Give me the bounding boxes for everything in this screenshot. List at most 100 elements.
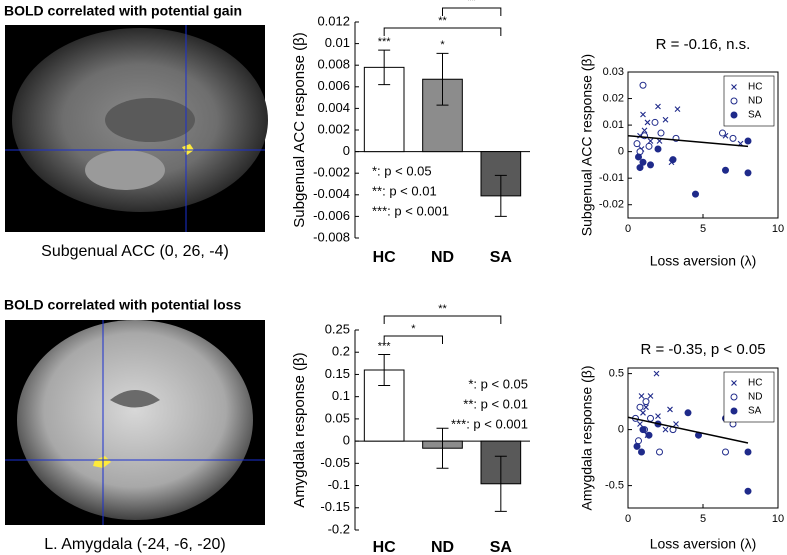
data-point <box>673 421 679 427</box>
data-point <box>722 166 729 174</box>
y-axis-label: Subgenual ACC response (β) <box>579 54 595 236</box>
data-point <box>647 138 654 144</box>
legend-marker <box>730 393 738 401</box>
data-point <box>692 190 699 198</box>
data-point <box>744 137 752 145</box>
x-axis-label: Loss aversion (λ) <box>650 536 757 552</box>
data-point <box>644 119 651 126</box>
data-point <box>684 409 692 417</box>
error-bar <box>378 353 391 387</box>
x-axis-label: Loss aversion (λ) <box>650 253 757 269</box>
brain-image <box>5 320 265 525</box>
significance-label: *** <box>378 36 392 48</box>
category-label: HC <box>373 539 397 555</box>
y-tick-label: 0 <box>343 433 350 448</box>
data-point <box>669 156 677 164</box>
category-label: ND <box>431 539 454 555</box>
legend-label: ND <box>748 96 762 107</box>
significance-note: ***: p < 0.001 <box>372 203 449 218</box>
data-point <box>640 409 646 416</box>
y-tick-label: 0.01 <box>603 119 624 131</box>
significance-bracket <box>383 335 443 344</box>
significance-note: *: p < 0.05 <box>468 376 528 391</box>
data-point <box>637 421 643 427</box>
y-tick-label: -0.5 <box>605 480 624 492</box>
y-tick-label: -0.002 <box>313 165 350 180</box>
data-point <box>636 164 644 172</box>
category-label: SA <box>490 539 513 555</box>
bar <box>363 66 405 153</box>
legend-label: ND <box>748 392 762 403</box>
y-axis-label: Amygdala response (β) <box>291 352 308 507</box>
y-tick-label: 0.03 <box>603 66 624 78</box>
section-heading: BOLD correlated with potential loss <box>4 297 241 313</box>
data-point <box>656 448 663 456</box>
significance-bracket <box>383 27 502 36</box>
data-point <box>719 129 726 137</box>
data-point <box>638 393 645 399</box>
category-label: HC <box>373 249 397 266</box>
x-tick-label: 5 <box>700 513 706 525</box>
y-tick-label: 0.5 <box>609 368 624 380</box>
legend-marker <box>731 380 737 386</box>
data-point <box>744 487 752 495</box>
data-point <box>638 448 645 456</box>
bracket-label: ** <box>438 15 447 27</box>
data-point <box>744 169 752 177</box>
data-point <box>640 111 646 118</box>
significance-note: *: p < 0.05 <box>372 163 432 178</box>
y-tick-label: 0 <box>343 143 350 158</box>
significance-note: **: p < 0.01 <box>372 183 437 198</box>
data-point <box>645 431 653 439</box>
chart-title: R = -0.35, p < 0.05 <box>640 341 765 358</box>
brain-image <box>5 25 268 232</box>
y-tick-label: 0.02 <box>603 92 624 104</box>
y-tick-label: 0.1 <box>332 388 350 403</box>
fit-line <box>627 416 749 444</box>
legend-marker <box>730 97 738 105</box>
data-point <box>655 413 661 420</box>
y-tick-label: 0.012 <box>317 13 350 28</box>
chart-title: R = -0.16, n.s. <box>656 36 751 53</box>
category-label: SA <box>490 249 513 266</box>
data-point <box>657 129 665 137</box>
data-point <box>653 370 660 377</box>
legend-label: SA <box>748 110 762 121</box>
data-point <box>645 142 653 150</box>
significance-note: ***: p < 0.001 <box>451 416 528 431</box>
data-point <box>729 134 737 142</box>
legend-marker <box>731 84 737 90</box>
data-point <box>647 414 654 422</box>
data-point <box>633 442 641 450</box>
data-point <box>674 106 681 113</box>
x-tick-label: 10 <box>772 223 784 235</box>
data-point <box>662 116 669 123</box>
y-tick-label: 0.008 <box>317 57 350 72</box>
section-heading: BOLD correlated with potential gain <box>4 3 242 19</box>
error-bar <box>494 174 507 217</box>
data-point <box>655 103 661 110</box>
data-point <box>643 404 649 411</box>
y-tick-label: -0.02 <box>599 199 624 211</box>
image-caption: L. Amygdala (-24, -6, -20) <box>44 536 225 553</box>
data-point <box>639 81 647 89</box>
y-tick-label: 0.004 <box>317 100 350 115</box>
data-point <box>651 118 659 126</box>
data-point <box>641 127 648 134</box>
y-axis-label: Amygdala response (β) <box>579 365 595 510</box>
error-bar <box>494 455 507 512</box>
y-tick-label: 0.05 <box>325 410 350 425</box>
category-label: ND <box>431 249 454 266</box>
y-tick-label: -0.15 <box>320 499 350 514</box>
x-tick-label: 0 <box>625 513 631 525</box>
data-point <box>636 403 644 411</box>
legend-label: HC <box>748 378 762 389</box>
y-tick-label: -0.1 <box>328 477 350 492</box>
data-point <box>647 161 654 169</box>
data-point <box>654 145 662 153</box>
y-tick-label: 0.2 <box>332 344 350 359</box>
legend-marker <box>730 407 738 415</box>
data-point <box>722 448 729 456</box>
legend-marker <box>730 111 738 119</box>
